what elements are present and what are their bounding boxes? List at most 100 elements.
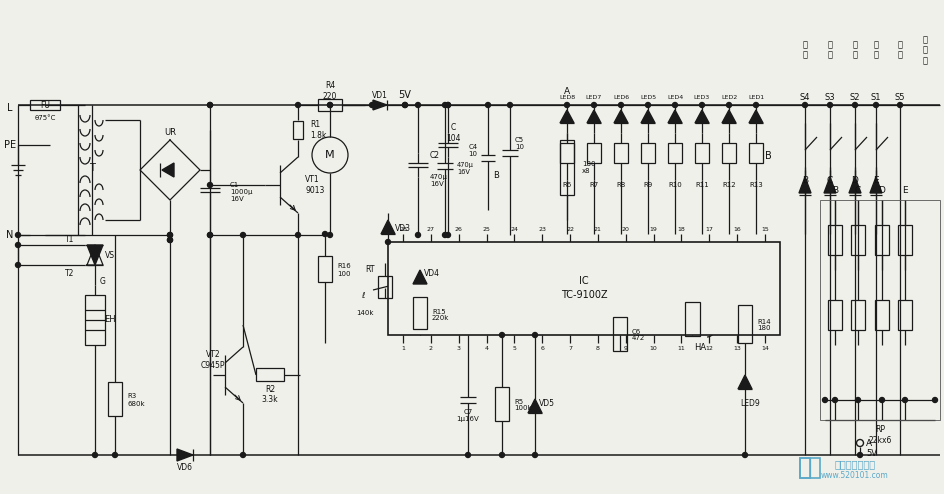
Text: R5
100k: R5 100k [514,399,531,412]
Bar [640,143,654,163]
Text: 8: 8 [596,345,599,351]
Text: R12: R12 [721,182,735,188]
Text: S2: S2 [849,92,859,101]
Text: 5: 5 [512,345,515,351]
Text: 9: 9 [623,345,627,351]
Bar [586,143,600,163]
Text: C1
1000μ
16V: C1 1000μ 16V [229,182,252,202]
Circle shape [445,102,450,108]
Text: R9: R9 [643,182,652,188]
Polygon shape [614,110,628,123]
Text: M: M [325,150,334,160]
Circle shape [801,102,806,108]
Circle shape [854,398,860,403]
Polygon shape [667,110,682,123]
Circle shape [208,102,212,108]
Text: C7
1μ16V: C7 1μ16V [456,409,479,421]
Text: 27: 27 [427,227,434,232]
Text: A: A [564,86,569,95]
Circle shape [240,453,245,457]
Polygon shape [640,110,654,123]
Polygon shape [694,110,708,123]
Polygon shape [869,177,881,193]
Text: ℓ: ℓ [361,291,364,300]
Text: S5: S5 [894,92,904,101]
Circle shape [167,238,173,243]
Circle shape [851,102,856,108]
Circle shape [442,102,447,108]
Polygon shape [560,110,573,123]
Bar [874,300,888,330]
Polygon shape [749,110,762,123]
Bar [694,143,708,163]
Text: VT2
C945P: VT2 C945P [200,350,225,370]
Text: R6: R6 [562,182,571,188]
Text: R4
220: R4 220 [323,82,337,101]
Circle shape [295,233,300,238]
Text: www.520101.com: www.520101.com [820,471,888,481]
Text: 24: 24 [510,227,518,232]
Text: LED3: LED3 [693,94,709,99]
Circle shape [402,102,407,108]
Text: 3.3k: 3.3k [261,396,278,405]
Text: 5V: 5V [865,449,876,457]
Polygon shape [586,110,600,123]
Text: 25: 25 [482,227,490,232]
Text: 6: 6 [540,345,544,351]
Text: 防
倒
倾: 防 倒 倾 [921,35,926,65]
Circle shape [617,102,623,108]
Circle shape [726,102,731,108]
Text: 470μ
16V: 470μ 16V [457,162,473,174]
Bar [614,143,628,163]
Bar [721,143,735,163]
Circle shape [167,238,173,243]
Text: R2: R2 [264,385,275,395]
Bar [413,297,427,329]
Text: 20: 20 [621,227,629,232]
Bar [560,140,573,195]
Text: 10: 10 [649,345,657,351]
Text: C6
472: C6 472 [632,329,645,341]
Circle shape [15,262,21,267]
Text: 1: 1 [400,345,405,351]
Bar [684,302,700,336]
Polygon shape [161,163,174,177]
Bar [897,300,911,330]
Text: B: B [831,186,837,195]
Text: VD1: VD1 [372,90,388,99]
Text: 家电维修资料网: 家电维修资料网 [834,459,875,469]
Polygon shape [737,375,751,389]
Bar [749,143,762,163]
Circle shape [167,233,173,238]
Circle shape [369,102,374,108]
Text: 14: 14 [760,345,768,351]
Circle shape [897,102,902,108]
Text: 19: 19 [649,227,657,232]
Bar [495,387,509,421]
Text: 13: 13 [733,345,740,351]
Text: 140k: 140k [356,310,374,316]
Bar [851,300,864,330]
Circle shape [699,102,704,108]
Circle shape [402,102,407,108]
Circle shape [93,453,97,457]
Circle shape [208,233,212,238]
Text: LED2: LED2 [720,94,736,99]
Bar [851,225,864,255]
Circle shape [856,453,862,457]
Text: R13: R13 [749,182,762,188]
Text: 15: 15 [760,227,768,232]
Text: S1: S1 [869,92,881,101]
Text: 11: 11 [677,345,684,351]
Text: FU: FU [40,100,50,110]
Bar [800,458,819,478]
Circle shape [295,102,300,108]
Bar [30,100,59,110]
Text: VT1
9013: VT1 9013 [305,175,324,195]
Text: TC-9100Z: TC-9100Z [560,289,607,299]
Text: PE: PE [4,140,16,150]
Bar [388,242,779,335]
Text: G: G [100,278,106,287]
Text: C: C [854,186,860,195]
Text: 7: 7 [567,345,571,351]
